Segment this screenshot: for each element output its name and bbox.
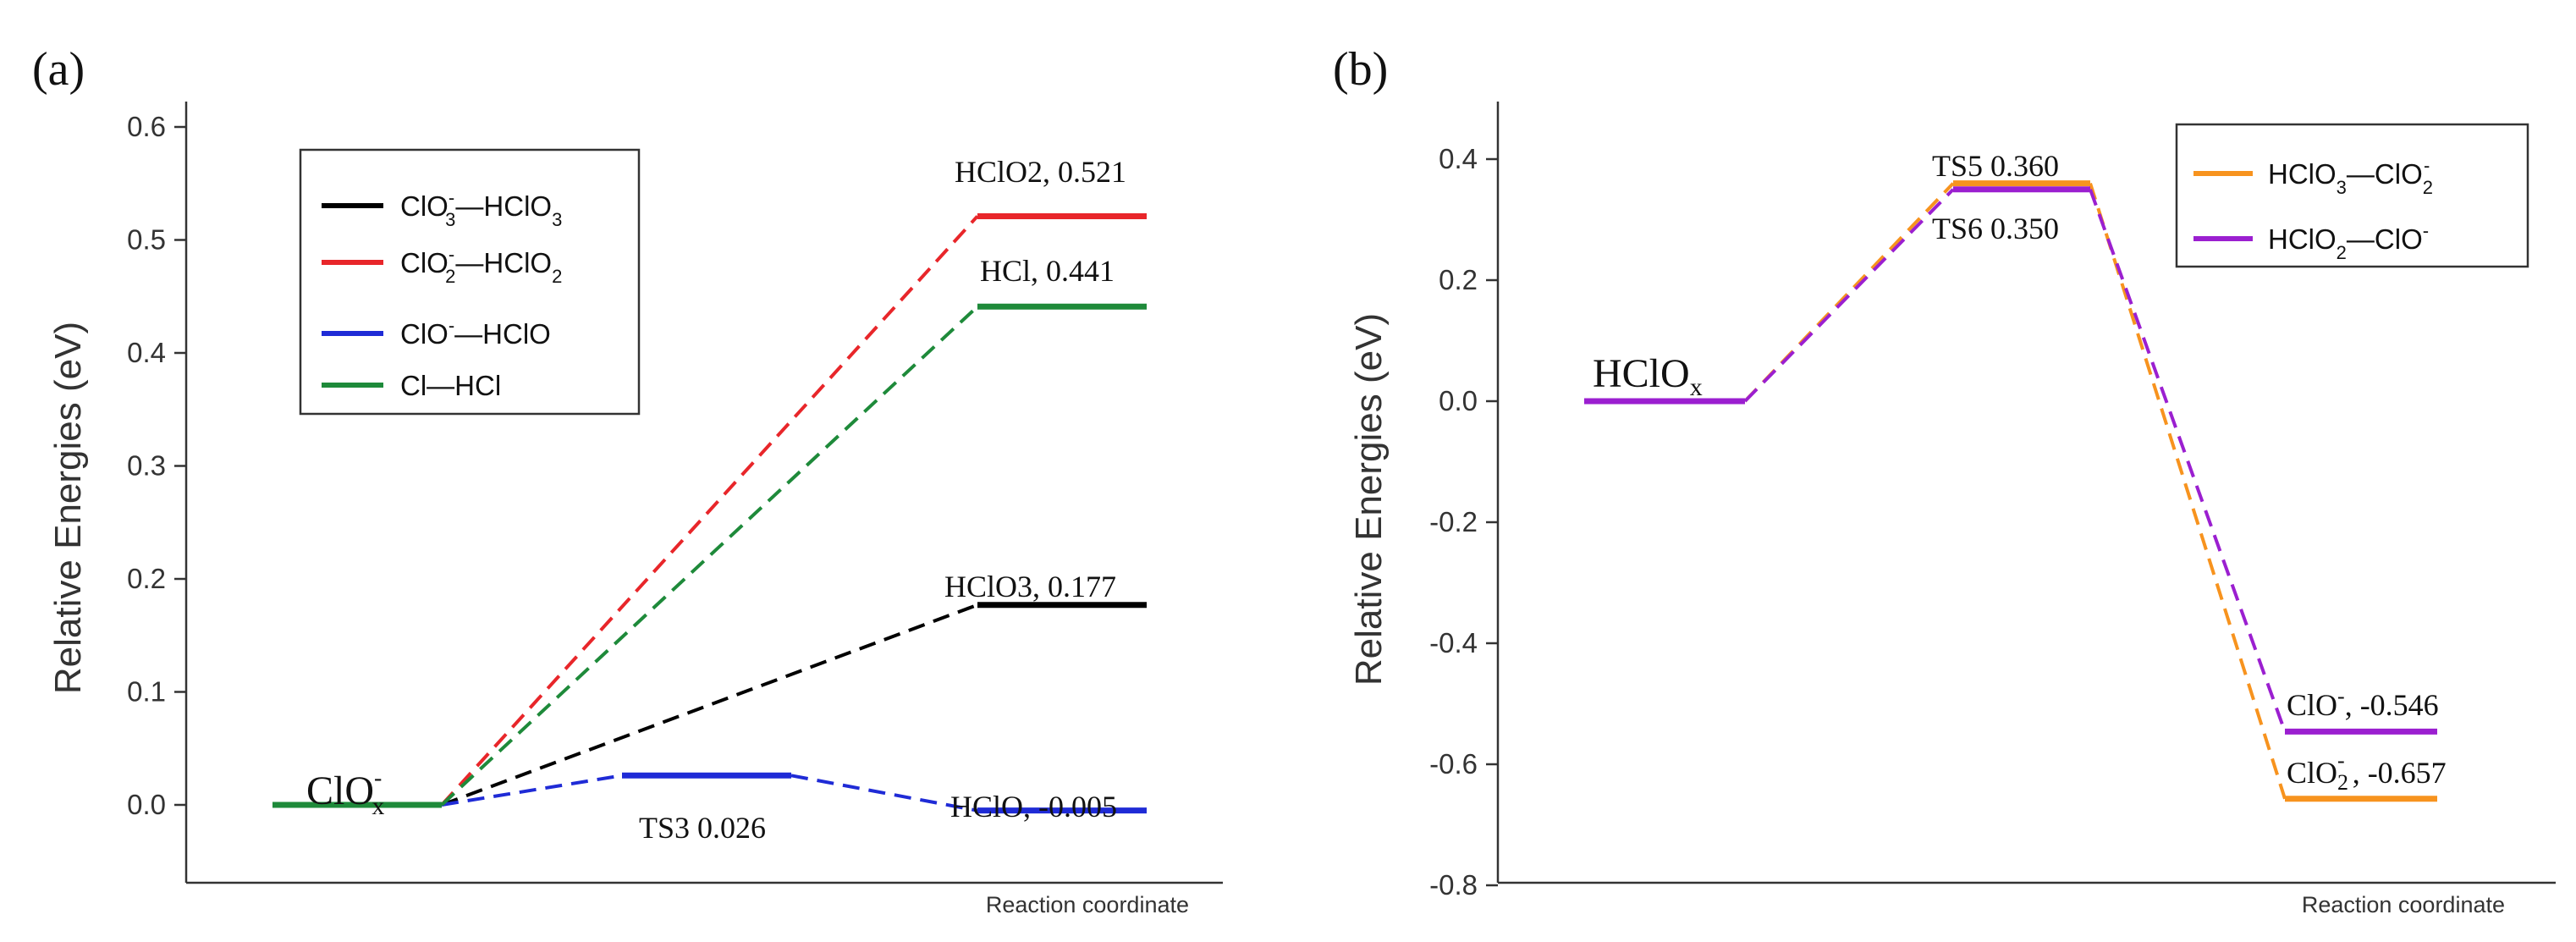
panel-b-ytick-label-3: -0.2 [1429, 506, 1478, 537]
panel-b-legend-box [2175, 123, 2529, 268]
panel-b-start-label: HClOx [1593, 351, 1703, 401]
panel-a-ytick-label-1: 0.1 [127, 676, 166, 708]
panel-a-annot-hclo2: HClO2, 0.521 [955, 155, 1126, 189]
panel-b-y-axis-label: Relative Energies (eV) [1348, 313, 1390, 686]
panel-a-y-axis-label: Relative Energies (eV) [47, 322, 89, 694]
panel-b-series-1-connector-0 [1743, 188, 1955, 403]
panel-a-ytick-label-5: 0.5 [127, 224, 166, 256]
panel-a-series-1-connector-0 [440, 215, 979, 807]
panel-b-ytick-label-4: 0.0 [1439, 385, 1478, 416]
panel-a-annot-hcl: HCl, 0.441 [980, 254, 1115, 288]
legend-a-entry-4: Cl—HCl [400, 370, 501, 401]
panel-a-annot-ts3: TS3 0.026 [639, 811, 766, 845]
panel-b-x-axis-label: Reaction coordinate [2302, 892, 2505, 917]
panel-a-legend-box [299, 148, 641, 416]
panel-b-series-0-connector-0 [1743, 182, 1955, 403]
panel-b-series-1-connector-1 [2089, 189, 2287, 733]
panel-b-ytick-label-1: -0.6 [1429, 748, 1478, 779]
panel-b-annot-clo: ClO-, -0.546 [2287, 684, 2439, 722]
panel-b-ytick-label-6: 0.4 [1439, 143, 1478, 174]
legend-a-entry-3: ClO-—HClO [400, 315, 551, 350]
panel-a-x-axis-label: Reaction coordinate [986, 892, 1189, 917]
panel-a: (a) Relative Energies (eV) Reaction coor… [32, 43, 1223, 917]
panel-a-legend: ClO-3—HClO3 ClO-2—HClO2 ClO-—HClO Cl—HCl [299, 148, 641, 416]
panel-a-label: (a) [32, 43, 85, 96]
panel-b-annot-ts5: TS5 0.360 [1932, 149, 2059, 183]
panel-b-ytick-label-0: -0.8 [1429, 869, 1478, 901]
panel-a-annot-hclo3: HClO3, 0.177 [944, 570, 1116, 603]
panel-a-ytick-label-3: 0.3 [127, 450, 166, 482]
panel-a-annot-hclo: HClO, -0.005 [950, 790, 1117, 824]
panel-a-ytick-label-6: 0.6 [127, 111, 166, 142]
panel-a-series-3-connector-0 [440, 305, 979, 807]
panel-a-ytick-label-0: 0.0 [127, 789, 166, 820]
panel-b-annot-ts6: TS6 0.350 [1932, 212, 2059, 245]
panel-b-series-0-connector-1 [2089, 182, 2287, 800]
panel-b-label: (b) [1333, 43, 1388, 96]
panel-b: (b) Relative Energies (eV) Reaction coor… [1333, 43, 2556, 917]
panel-b-legend: HClO3—ClO2- HClO2—ClO- [2175, 123, 2529, 268]
panel-a-ytick-label-2: 0.2 [127, 563, 166, 594]
panel-a-start-label: ClO-x [306, 765, 384, 820]
panel-b-ytick-label-5: 0.2 [1439, 264, 1478, 295]
panel-b-annot-clo2: ClO2- , -0.657 [2287, 748, 2447, 795]
panel-a-series-2-connector-0 [441, 774, 623, 807]
panel-a-series-2-connector-1 [790, 774, 978, 813]
panel-b-ytick-label-2: -0.4 [1429, 627, 1478, 658]
panel-a-ytick-label-4: 0.4 [127, 337, 166, 368]
panel-a-series-0-connector-0 [441, 603, 978, 807]
